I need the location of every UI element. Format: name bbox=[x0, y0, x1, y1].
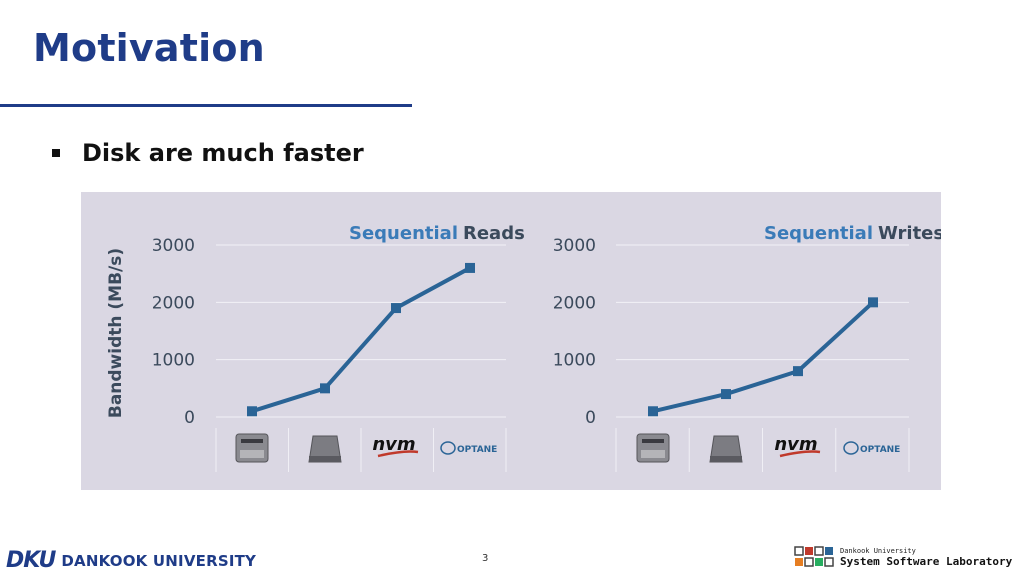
nvm-express-icon: nvm bbox=[372, 434, 419, 458]
y-tick-label: 1000 bbox=[553, 351, 596, 371]
title-underline bbox=[0, 104, 412, 107]
data-point bbox=[793, 366, 803, 377]
university-logo: DKU DANKOOK UNIVERSITY bbox=[6, 548, 256, 573]
page-number: 3 bbox=[482, 553, 489, 564]
lab-university: Dankook University bbox=[840, 546, 916, 555]
y-tick-label: 0 bbox=[184, 408, 195, 428]
optane-wordmark: OPTANE bbox=[457, 445, 497, 455]
dku-logo-mark: DKU bbox=[6, 548, 56, 573]
intel-ring bbox=[843, 441, 859, 455]
data-point bbox=[391, 303, 401, 314]
chart-title-highlight: Sequential bbox=[349, 223, 458, 244]
university-name: DANKOOK UNIVERSITY bbox=[61, 551, 257, 570]
chart-1: Sequential Reads 0 1000 2000 3000 Bandwidth (M… bbox=[106, 223, 525, 472]
y-tick-label: 3000 bbox=[553, 236, 596, 256]
data-point bbox=[648, 406, 658, 417]
nvm-wordmark: nvm bbox=[774, 434, 817, 455]
data-point bbox=[465, 262, 475, 273]
intel-optane-icon: OPTANE bbox=[843, 441, 900, 455]
chart-panel: Sequential Reads 0 1000 2000 3000 Bandwidth (M… bbox=[81, 192, 941, 490]
data-point bbox=[721, 389, 731, 400]
data-point bbox=[320, 383, 330, 394]
lab-name: System Software Laboratory bbox=[840, 554, 1013, 568]
intel-optane-icon: OPTANE bbox=[440, 441, 497, 455]
slide-title: Motivation bbox=[33, 26, 265, 70]
y-tick-label: 1000 bbox=[152, 351, 195, 371]
intel-ring bbox=[440, 441, 456, 455]
data-point bbox=[247, 406, 257, 417]
series-line bbox=[652, 300, 875, 414]
bullet-item: Disk are much faster bbox=[52, 138, 364, 168]
hdd-label bbox=[241, 439, 263, 443]
lab-logo: Dankook University System Software Labor… bbox=[794, 546, 1012, 568]
nvm-swoosh bbox=[377, 450, 419, 458]
hdd-plate bbox=[641, 450, 665, 458]
hdd-label bbox=[642, 439, 664, 443]
y-tick-label: 0 bbox=[585, 408, 596, 428]
series-line bbox=[251, 266, 471, 414]
chart-title: Sequential Reads bbox=[349, 223, 525, 244]
hdd-icon bbox=[235, 433, 269, 463]
data-point bbox=[868, 297, 878, 308]
nvm-express-icon: nvm bbox=[774, 434, 821, 458]
bullet-square-icon bbox=[52, 149, 60, 157]
ssd-base bbox=[309, 456, 341, 462]
ssd-icon bbox=[709, 435, 743, 463]
optane-wordmark: OPTANE bbox=[860, 445, 900, 455]
ssd-icon bbox=[308, 435, 342, 463]
y-tick-label: 2000 bbox=[553, 293, 596, 313]
chart-title-rest: Writes bbox=[878, 223, 941, 244]
chart-2: Sequential Writes 0 1000 2000 3000 nvm OPTANE bbox=[553, 223, 941, 472]
bullet-text: Disk are much faster bbox=[82, 139, 364, 167]
chart-title-rest: Reads bbox=[463, 223, 525, 244]
hdd-icon bbox=[636, 433, 670, 463]
y-tick-label: 3000 bbox=[152, 236, 195, 256]
nvm-wordmark: nvm bbox=[372, 434, 415, 455]
ssd-base bbox=[710, 456, 742, 462]
chart-title-highlight: Sequential bbox=[764, 223, 873, 244]
nvm-swoosh bbox=[779, 450, 821, 458]
y-tick-label: 2000 bbox=[152, 293, 195, 313]
hdd-plate bbox=[240, 450, 264, 458]
y-axis-label: Bandwidth (MB/s) bbox=[106, 248, 126, 418]
chart-title: Sequential Writes bbox=[764, 223, 941, 244]
lab-logo-icon bbox=[794, 546, 834, 567]
